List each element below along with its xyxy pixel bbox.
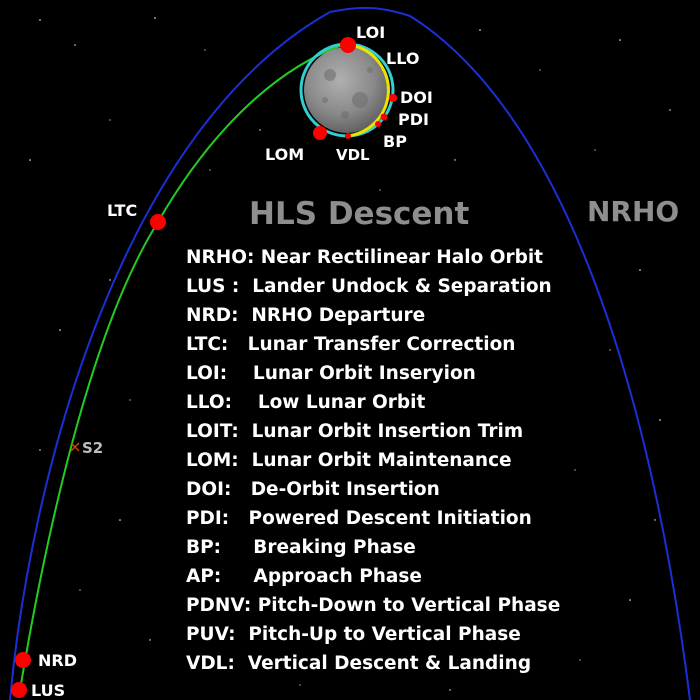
legend-item: LOM: Lunar Orbit Maintenance bbox=[186, 446, 560, 475]
nrd-label: NRD bbox=[38, 651, 77, 670]
legend-abbr: PDNV: bbox=[186, 595, 252, 616]
legend-desc: Approach Phase bbox=[253, 566, 422, 587]
legend-desc: Powered Descent Initiation bbox=[248, 508, 532, 529]
legend-desc: Lunar Orbit Inseryion bbox=[252, 363, 476, 384]
nrho-orbit-label: NRHO bbox=[587, 195, 679, 228]
nrho-orbit-path bbox=[9, 6, 691, 700]
star-field bbox=[29, 17, 671, 691]
lom-marker bbox=[313, 126, 327, 140]
legend-abbr: AP: bbox=[186, 566, 222, 587]
doi-marker bbox=[389, 94, 397, 102]
legend-abbr: NRHO: bbox=[186, 247, 255, 268]
legend-item: DOI: De-Orbit Insertion bbox=[186, 475, 560, 504]
legend-desc: De-Orbit Insertion bbox=[250, 479, 440, 500]
legend-abbr: LOIT: bbox=[186, 421, 239, 442]
legend-abbr: NRD: bbox=[186, 305, 239, 326]
bp-marker bbox=[375, 121, 381, 127]
legend-abbr: LOI: bbox=[186, 363, 228, 384]
legend-item: LLO: Low Lunar Orbit bbox=[186, 388, 560, 417]
moon-craters bbox=[322, 67, 373, 119]
legend-item: PUV: Pitch-Up to Vertical Phase bbox=[186, 620, 560, 649]
lus-label: LUS bbox=[31, 681, 65, 700]
legend-abbr: BP: bbox=[186, 537, 222, 558]
legend-item: LOIT: Lunar Orbit Insertion Trim bbox=[186, 417, 560, 446]
legend-desc: Pitch-Down to Vertical Phase bbox=[257, 595, 561, 616]
legend-item: PDI: Powered Descent Initiation bbox=[186, 504, 560, 533]
legend-item: NRHO: Near Rectilinear Halo Orbit bbox=[186, 243, 560, 272]
legend-item: LOI: Lunar Orbit Inseryion bbox=[186, 359, 560, 388]
legend-abbr: LUS : bbox=[186, 276, 240, 297]
legend-desc: Near Rectilinear Halo Orbit bbox=[260, 247, 544, 268]
legend-abbr: LOM: bbox=[186, 450, 239, 471]
legend-abbr: LTC: bbox=[186, 334, 229, 355]
diagram-title: HLS Descent bbox=[249, 196, 469, 232]
legend-item: AP: Approach Phase bbox=[186, 562, 560, 591]
legend-item: VDL: Vertical Descent & Landing bbox=[186, 649, 560, 678]
loi-marker bbox=[340, 37, 356, 53]
legend-abbr: VDL: bbox=[186, 653, 235, 674]
nrd-marker bbox=[15, 652, 31, 668]
legend-abbr: DOI: bbox=[186, 479, 232, 500]
doi-label: DOI bbox=[400, 88, 433, 107]
lus-marker bbox=[11, 682, 27, 698]
legend-item: NRD: NRHO Departure bbox=[186, 301, 560, 330]
legend-desc: Breaking Phase bbox=[253, 537, 416, 558]
legend-desc: Low Lunar Orbit bbox=[257, 392, 426, 413]
legend-abbr: LLO: bbox=[186, 392, 233, 413]
legend-abbr: PDI: bbox=[186, 508, 230, 529]
bp-label: BP bbox=[383, 132, 407, 151]
s2-label: S2 bbox=[82, 439, 103, 457]
llo-label: LLO bbox=[386, 49, 419, 68]
legend-desc: Lunar Transfer Correction bbox=[247, 334, 516, 355]
legend-desc: Lunar Orbit Maintenance bbox=[251, 450, 512, 471]
descent-arc-path bbox=[346, 44, 390, 138]
legend-item: BP: Breaking Phase bbox=[186, 533, 560, 562]
legend-item: LUS : Lander Undock & Separation bbox=[186, 272, 560, 301]
legend-abbr: PUV: bbox=[186, 624, 236, 645]
legend-desc: Vertical Descent & Landing bbox=[247, 653, 532, 674]
legend-desc: Lunar Orbit Insertion Trim bbox=[251, 421, 524, 442]
vdl-label: VDL bbox=[336, 146, 370, 164]
loi-label: LOI bbox=[356, 23, 385, 42]
vdl-marker bbox=[345, 133, 351, 139]
pdi-label: PDI bbox=[398, 110, 429, 129]
transfer-trajectory-path bbox=[19, 43, 346, 691]
ltc-label: LTC bbox=[107, 201, 137, 220]
ltc-marker bbox=[150, 214, 166, 230]
lom-label: LOM bbox=[265, 145, 304, 164]
legend-desc: Lander Undock & Separation bbox=[252, 276, 552, 297]
acronym-legend: NRHO: Near Rectilinear Halo Orbit LUS : L… bbox=[186, 243, 560, 678]
legend-desc: Pitch-Up to Vertical Phase bbox=[248, 624, 521, 645]
legend-item: PDNV: Pitch-Down to Vertical Phase bbox=[186, 591, 560, 620]
legend-item: LTC: Lunar Transfer Correction bbox=[186, 330, 560, 359]
s2-marker bbox=[70, 442, 80, 452]
legend-desc: NRHO Departure bbox=[251, 305, 426, 326]
pdi-marker bbox=[380, 113, 388, 121]
